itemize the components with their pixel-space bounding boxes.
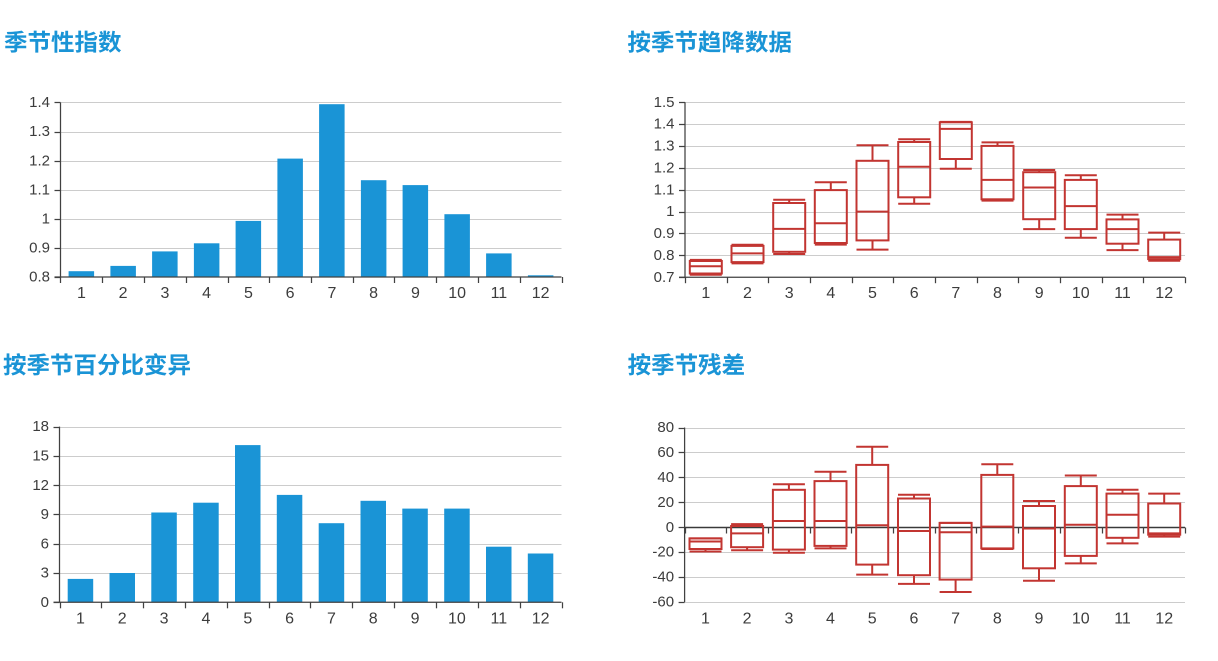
svg-text:11: 11	[1114, 610, 1131, 627]
svg-text:7: 7	[327, 610, 336, 627]
svg-text:10: 10	[448, 285, 466, 302]
svg-text:0.9: 0.9	[29, 240, 50, 257]
svg-text:2: 2	[743, 285, 752, 302]
svg-text:4: 4	[202, 285, 211, 302]
svg-text:5: 5	[244, 285, 253, 302]
svg-text:7: 7	[951, 285, 960, 302]
svg-text:9: 9	[411, 610, 420, 627]
svg-text:1: 1	[666, 203, 674, 220]
svg-text:3: 3	[784, 610, 793, 627]
svg-text:1.2: 1.2	[654, 159, 675, 176]
svg-text:12: 12	[532, 285, 550, 302]
svg-text:12: 12	[1155, 285, 1173, 302]
svg-text:7: 7	[327, 285, 336, 302]
svg-text:9: 9	[41, 506, 49, 523]
svg-text:0.7: 0.7	[654, 269, 675, 286]
svg-text:4: 4	[201, 610, 210, 627]
svg-text:1: 1	[701, 285, 710, 302]
svg-text:40: 40	[657, 469, 674, 486]
svg-text:80: 80	[657, 419, 674, 436]
svg-text:3: 3	[160, 610, 169, 627]
svg-text:0.8: 0.8	[29, 269, 50, 286]
svg-text:1.5: 1.5	[654, 94, 675, 111]
svg-text:1.3: 1.3	[654, 138, 675, 155]
svg-text:8: 8	[993, 610, 1002, 627]
svg-text:3: 3	[41, 565, 49, 582]
svg-text:3: 3	[785, 285, 794, 302]
svg-text:0.9: 0.9	[654, 225, 675, 242]
svg-text:6: 6	[286, 285, 295, 302]
svg-text:1.3: 1.3	[29, 123, 50, 140]
svg-text:8: 8	[369, 610, 378, 627]
svg-text:1.1: 1.1	[654, 181, 675, 198]
svg-text:1: 1	[701, 610, 710, 627]
svg-text:12: 12	[32, 477, 49, 494]
svg-text:10: 10	[1072, 285, 1090, 302]
svg-text:8: 8	[369, 285, 378, 302]
svg-text:9: 9	[411, 285, 420, 302]
svg-text:1.4: 1.4	[29, 94, 50, 111]
svg-text:9: 9	[1035, 285, 1044, 302]
svg-text:3: 3	[160, 285, 169, 302]
svg-text:1.4: 1.4	[654, 116, 675, 133]
svg-text:12: 12	[532, 610, 550, 627]
svg-text:5: 5	[868, 285, 877, 302]
svg-text:2: 2	[119, 285, 128, 302]
svg-text:8: 8	[993, 285, 1002, 302]
svg-text:1.1: 1.1	[29, 181, 50, 198]
svg-text:1: 1	[42, 210, 50, 227]
svg-text:5: 5	[243, 610, 252, 627]
svg-text:10: 10	[1072, 610, 1090, 627]
svg-text:4: 4	[826, 285, 835, 302]
svg-text:11: 11	[1114, 285, 1131, 302]
svg-text:9: 9	[1035, 610, 1044, 627]
svg-text:1: 1	[76, 610, 85, 627]
svg-text:20: 20	[657, 494, 674, 511]
svg-text:2: 2	[118, 610, 127, 627]
svg-text:11: 11	[490, 610, 507, 627]
svg-text:4: 4	[826, 610, 835, 627]
svg-text:5: 5	[868, 610, 877, 627]
svg-text:11: 11	[491, 285, 508, 302]
svg-text:-20: -20	[652, 544, 674, 561]
svg-text:-60: -60	[652, 594, 674, 611]
svg-text:0.8: 0.8	[654, 247, 675, 264]
svg-text:6: 6	[285, 610, 294, 627]
svg-text:1: 1	[77, 285, 86, 302]
svg-text:60: 60	[657, 444, 674, 461]
svg-text:0: 0	[666, 519, 674, 536]
svg-text:6: 6	[910, 285, 919, 302]
svg-text:1.2: 1.2	[29, 152, 50, 169]
svg-text:10: 10	[448, 610, 466, 627]
svg-text:12: 12	[1155, 610, 1173, 627]
svg-text:-40: -40	[652, 569, 674, 586]
svg-text:18: 18	[32, 418, 49, 435]
svg-text:2: 2	[743, 610, 752, 627]
svg-text:7: 7	[951, 610, 960, 627]
svg-text:6: 6	[41, 535, 49, 552]
svg-text:0: 0	[41, 594, 49, 611]
svg-text:6: 6	[910, 610, 919, 627]
svg-text:15: 15	[32, 448, 49, 465]
